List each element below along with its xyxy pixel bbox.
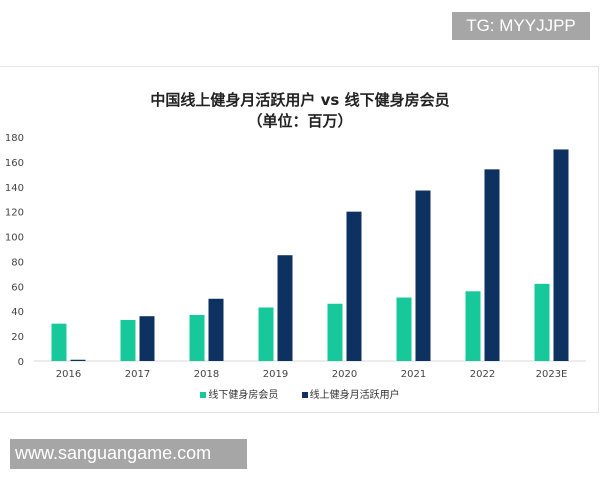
x-tick-label: 2018 bbox=[194, 369, 219, 380]
y-tick-label: 160 bbox=[5, 158, 24, 169]
x-tick-label: 2023E bbox=[536, 369, 568, 380]
y-tick-label: 80 bbox=[11, 257, 24, 268]
y-tick-label: 40 bbox=[11, 307, 24, 318]
bar-offline-2023E bbox=[534, 283, 550, 361]
legend-swatch bbox=[301, 392, 308, 398]
bar-online-2022 bbox=[484, 169, 500, 361]
bar-offline-2019 bbox=[258, 307, 274, 361]
y-tick-label: 120 bbox=[5, 208, 24, 219]
legend-label: 线上健身月活跃用户 bbox=[309, 390, 400, 401]
legend-swatch bbox=[200, 392, 207, 398]
bar-online-2017 bbox=[139, 316, 155, 361]
y-tick-label: 60 bbox=[11, 282, 24, 293]
x-tick-label: 2021 bbox=[401, 369, 426, 380]
bar-online-2021 bbox=[415, 190, 431, 361]
watermark-bottom: www.sanguangame.com bbox=[10, 439, 247, 469]
chart-subtitle: （单位：百万） bbox=[247, 112, 353, 130]
bar-online-2023E bbox=[553, 149, 569, 361]
y-tick-label: 100 bbox=[5, 233, 24, 244]
bar-online-2016 bbox=[70, 359, 86, 361]
bar-offline-2021 bbox=[396, 297, 412, 361]
chart-title: 中国线上健身月活跃用户 vs 线下健身房会员 bbox=[150, 91, 450, 109]
legend-item-online: 线上健身月活跃用户 bbox=[301, 390, 400, 401]
x-tick-label: 2020 bbox=[332, 369, 357, 380]
chart-title-block: 中国线上健身月活跃用户 vs 线下健身房会员 （单位：百万） bbox=[0, 90, 600, 132]
y-tick-label: 0 bbox=[18, 357, 24, 368]
bar-offline-2017 bbox=[120, 319, 136, 361]
bar-offline-2020 bbox=[327, 303, 343, 361]
bar-offline-2022 bbox=[465, 291, 481, 361]
x-tick-label: 2019 bbox=[263, 369, 288, 380]
bar-offline-2018 bbox=[189, 314, 205, 361]
watermark-top: TG: MYYJJPP bbox=[452, 12, 590, 40]
x-tick-label: 2022 bbox=[470, 369, 495, 380]
bar-offline-2016 bbox=[51, 323, 67, 361]
bar-online-2018 bbox=[208, 298, 224, 361]
y-tick-label: 180 bbox=[5, 133, 24, 144]
y-tick-label: 20 bbox=[11, 332, 24, 343]
x-tick-label: 2016 bbox=[56, 369, 81, 380]
x-tick-label: 2017 bbox=[125, 369, 150, 380]
legend: 线下健身房会员 线上健身月活跃用户 bbox=[0, 386, 600, 401]
y-tick-label: 140 bbox=[5, 183, 24, 194]
legend-label: 线下健身房会员 bbox=[208, 390, 279, 401]
bar-online-2019 bbox=[277, 255, 293, 361]
bar-online-2020 bbox=[346, 211, 362, 361]
legend-item-offline: 线下健身房会员 bbox=[200, 390, 278, 401]
